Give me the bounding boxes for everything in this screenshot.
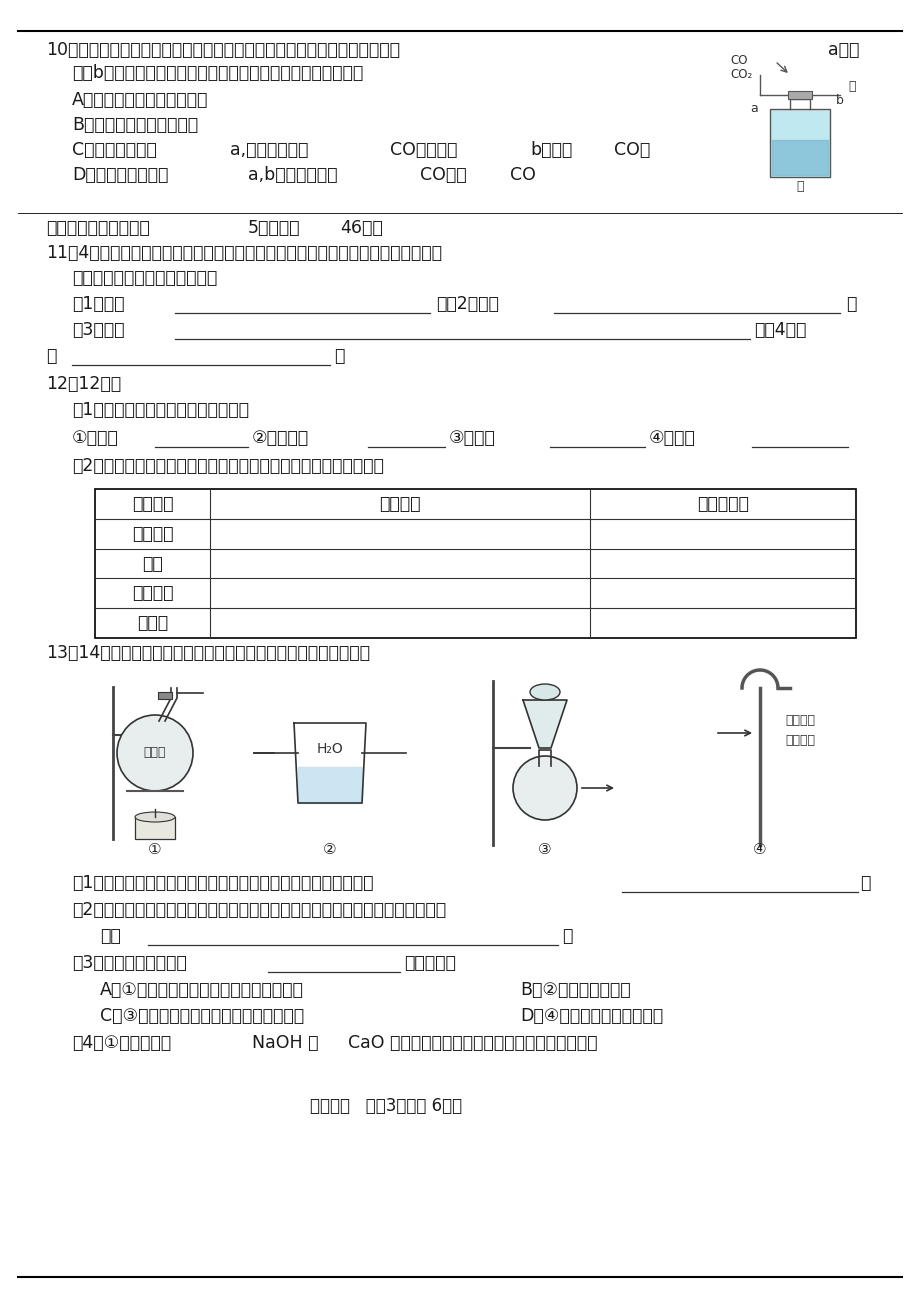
Text: 式为: 式为 bbox=[100, 926, 120, 945]
Polygon shape bbox=[522, 700, 566, 748]
Circle shape bbox=[513, 756, 576, 820]
Text: 乙: 乙 bbox=[847, 81, 855, 94]
Text: B．②是氨气吸收装置: B．②是氨气吸收装置 bbox=[519, 981, 630, 999]
Text: 甲烷: 甲烷 bbox=[142, 555, 163, 572]
Text: C．③是根据原理二所采用的氨气发生装置: C．③是根据原理二所采用的氨气发生装置 bbox=[100, 1007, 304, 1025]
Text: 氧化铁: 氧化铁 bbox=[137, 614, 168, 632]
Text: ③: ③ bbox=[538, 842, 551, 856]
Text: （4）①中碱石灰由: （4）①中碱石灰由 bbox=[72, 1035, 171, 1052]
Text: 11（4分）观察是一种重要的化学学习方法。针对以下观察手段，请分别以合适的物: 11（4分）观察是一种重要的化学学习方法。针对以下观察手段，请分别以合适的物 bbox=[46, 244, 441, 262]
Text: 湿润红色: 湿润红色 bbox=[784, 714, 814, 727]
Text: CO２: CO２ bbox=[613, 141, 650, 159]
Text: 夹，b为分液漏斗的活塞。为达到实验目的，下列说法正确的是: 夹，b为分液漏斗的活塞。为达到实验目的，下列说法正确的是 bbox=[72, 64, 363, 82]
Text: 10．某学生用右图所示装置进行一氧化碳和二氧化碳混合气体的分离，其中: 10．某学生用右图所示装置进行一氧化碳和二氧化碳混合气体的分离，其中 bbox=[46, 40, 400, 59]
Text: 石蕊试纸: 石蕊试纸 bbox=[784, 735, 814, 748]
Text: CO: CO bbox=[509, 165, 535, 184]
Text: B．甲为盐酸，乙为石灰水: B．甲为盐酸，乙为石灰水 bbox=[72, 116, 198, 134]
Bar bbox=[788, 91, 811, 99]
Bar bbox=[95, 489, 855, 638]
Text: ①钙元素: ①钙元素 bbox=[72, 429, 119, 447]
Circle shape bbox=[117, 715, 193, 791]
Text: 二、填空与简答（本题: 二、填空与简答（本题 bbox=[46, 219, 150, 237]
Polygon shape bbox=[771, 139, 827, 175]
Text: C．操作时先打开: C．操作时先打开 bbox=[72, 141, 156, 159]
Text: （3）舌尝: （3）舌尝 bbox=[72, 321, 124, 339]
Text: ②二氧化锰: ②二氧化锰 bbox=[252, 429, 309, 447]
Text: CO后再打开: CO后再打开 bbox=[390, 141, 457, 159]
Bar bbox=[135, 817, 175, 839]
Text: （2）原理二：氯化铵固体和氢氧化钠溶液反应生成氨气、水和氯化钠。化学方程: （2）原理二：氯化铵固体和氢氧化钠溶液反应生成氨气、水和氯化钠。化学方程 bbox=[72, 900, 446, 919]
Polygon shape bbox=[298, 767, 361, 803]
Text: 听: 听 bbox=[46, 347, 56, 365]
Text: 化学试题   （第3页，共 6页）: 化学试题 （第3页，共 6页） bbox=[310, 1097, 461, 1115]
Text: 质性质或实验现象举一例说明。: 质性质或实验现象举一例说明。 bbox=[72, 268, 217, 287]
Text: a: a bbox=[749, 103, 757, 116]
Text: ②: ② bbox=[323, 842, 336, 856]
Text: 化学性质: 化学性质 bbox=[379, 495, 420, 513]
Text: CaO 组成，写出碱石灰在反应过程中可能发生的化: CaO 组成，写出碱石灰在反应过程中可能发生的化 bbox=[347, 1035, 596, 1052]
Bar bbox=[769, 109, 829, 177]
Text: ；: ； bbox=[562, 926, 572, 945]
Text: NaOH 和: NaOH 和 bbox=[252, 1035, 318, 1052]
Ellipse shape bbox=[135, 812, 175, 822]
Text: A．①是根据原理一所采用的氨气发生装置: A．①是根据原理一所采用的氨气发生装置 bbox=[100, 981, 303, 999]
Text: 甲: 甲 bbox=[795, 181, 803, 194]
Text: a,待完全分离出: a,待完全分离出 bbox=[230, 141, 308, 159]
Text: 高锰酸钾: 高锰酸钾 bbox=[131, 525, 173, 543]
Text: 5小题，共: 5小题，共 bbox=[248, 219, 301, 237]
Text: ；（2）鼻闻: ；（2）鼻闻 bbox=[436, 294, 498, 313]
Text: （2）请写出下列物质的一种化学性质及与该性质相应的一种用途。: （2）请写出下列物质的一种化学性质及与该性质相应的一种用途。 bbox=[72, 457, 383, 476]
Text: 物质名称: 物质名称 bbox=[131, 495, 173, 513]
Text: 46分）: 46分） bbox=[340, 219, 382, 237]
Bar bbox=[158, 692, 172, 698]
Text: a,b，依次分离出: a,b，依次分离出 bbox=[248, 165, 337, 184]
Text: ；: ； bbox=[845, 294, 856, 313]
Text: b，收集: b，收集 bbox=[529, 141, 572, 159]
Text: ；: ； bbox=[859, 874, 869, 893]
Text: H₂O: H₂O bbox=[316, 741, 343, 756]
Text: （填序号）: （填序号） bbox=[403, 954, 456, 972]
Text: b: b bbox=[835, 95, 843, 108]
Text: ④硫酸铜: ④硫酸铜 bbox=[648, 429, 695, 447]
Text: （1）请写出相应的元素符号或化学式: （1）请写出相应的元素符号或化学式 bbox=[72, 401, 249, 420]
Text: CO₂: CO₂ bbox=[729, 69, 752, 82]
Text: D．操作时同时打开: D．操作时同时打开 bbox=[72, 165, 168, 184]
Text: D．④是氨气收集、检验装置: D．④是氨气收集、检验装置 bbox=[519, 1007, 663, 1025]
Text: （1）眼观: （1）眼观 bbox=[72, 294, 124, 313]
Text: ④: ④ bbox=[753, 842, 766, 856]
Text: ①: ① bbox=[148, 842, 162, 856]
Text: 12（12分）: 12（12分） bbox=[46, 375, 121, 394]
Text: A．甲为硫酸，乙为氢氧化钠: A．甲为硫酸，乙为氢氧化钠 bbox=[72, 91, 208, 109]
Text: 碱石灰: 碱石灰 bbox=[143, 747, 166, 760]
Text: （3）下列说法正确的是: （3）下列说法正确的是 bbox=[72, 954, 187, 972]
Text: CO２和: CO２和 bbox=[420, 165, 466, 184]
Text: CO: CO bbox=[729, 55, 747, 68]
Text: 13（14分）实验室制取少量干燥的氨气。请结合以下装置图回答：: 13（14分）实验室制取少量干燥的氨气。请结合以下装置图回答： bbox=[46, 644, 369, 662]
Text: （1）原理一：加热氯化铵固体生成氨气和氯化氢。化学方程式为: （1）原理一：加热氯化铵固体生成氨气和氯化氢。化学方程式为 bbox=[72, 874, 373, 893]
Ellipse shape bbox=[529, 684, 560, 700]
Text: ；（4）耳: ；（4）耳 bbox=[754, 321, 805, 339]
Text: ③双氧水: ③双氧水 bbox=[448, 429, 495, 447]
Text: 。: 。 bbox=[334, 347, 344, 365]
Text: a为铁: a为铁 bbox=[827, 40, 858, 59]
Text: 相应的用途: 相应的用途 bbox=[697, 495, 748, 513]
Text: 一氧化碳: 一氧化碳 bbox=[131, 584, 173, 602]
